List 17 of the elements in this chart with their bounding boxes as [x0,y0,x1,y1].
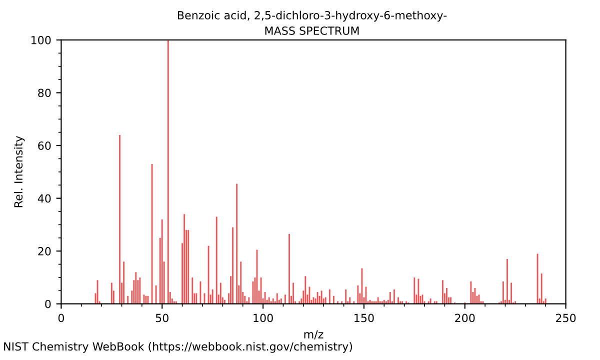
x-axis-title: m/z [304,330,324,340]
y-tick-label: 80 [38,88,51,98]
chart-subtitle: MASS SPECTRUM [265,26,359,35]
x-tick-label: 100 [254,314,273,322]
y-tick-label: 60 [38,141,51,150]
x-tick-label: 150 [354,314,374,322]
x-tick-label: 250 [556,314,576,322]
x-tick-label: 200 [455,314,475,322]
x-tick-label: 50 [156,314,168,322]
y-tick-label: 100 [31,36,51,44]
text: NIST Chemistry WebBook (https://webbook.nist.gov/chemistry) [4,342,352,353]
chart-title: Benzoic acid, 2,5-dichloro-3-hydroxy-6-methoxy- [178,10,447,22]
y-tick-label: 0 [45,300,51,308]
y-tick-label: 20 [38,247,51,256]
y-tick-label: 40 [38,194,51,203]
x-tick-label: 0 [58,314,64,322]
y-axis-title: Rel. Intensity [14,136,25,208]
